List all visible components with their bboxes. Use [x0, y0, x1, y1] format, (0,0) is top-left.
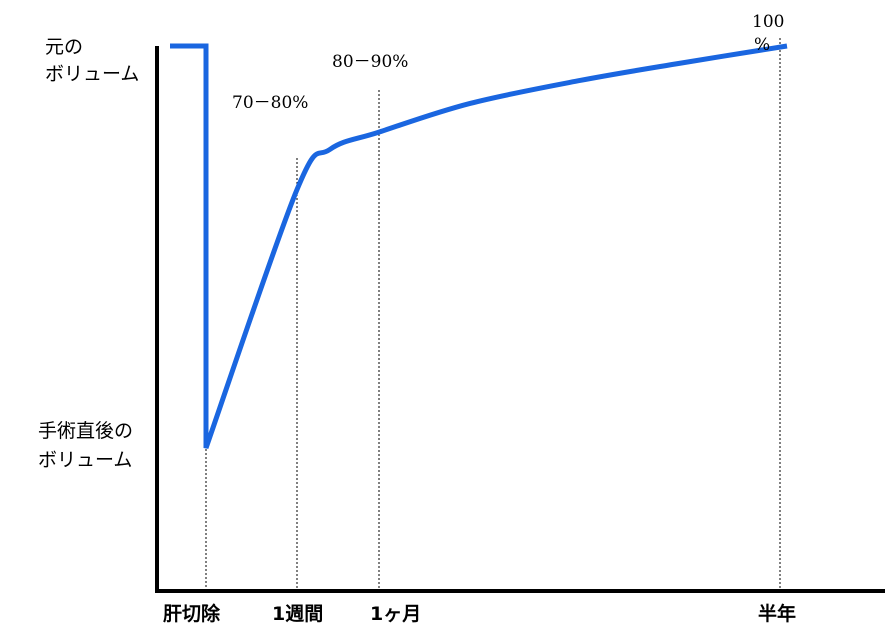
x-tick-half-year: 半年: [758, 602, 796, 625]
series-line: [170, 43, 788, 449]
annotation-80-90: 80－90%: [332, 52, 408, 72]
y-label-original-line2: ボリューム: [45, 63, 139, 85]
x-tick-liver-resection: 肝切除: [163, 602, 221, 625]
annotation-70-80: 70－80%: [232, 93, 308, 113]
y-label-original-line1: 元の: [45, 36, 83, 58]
y-label-post-surgery-line1: 手術直後の: [38, 420, 133, 442]
annotation-100: 100: [752, 12, 784, 32]
x-tick-1-week: 1週間: [272, 603, 323, 625]
x-tick-1-month: 1ヶ月: [370, 603, 421, 625]
annotation-100-percent: %: [754, 35, 770, 55]
y-label-post-surgery-line2: ボリューム: [38, 449, 132, 471]
